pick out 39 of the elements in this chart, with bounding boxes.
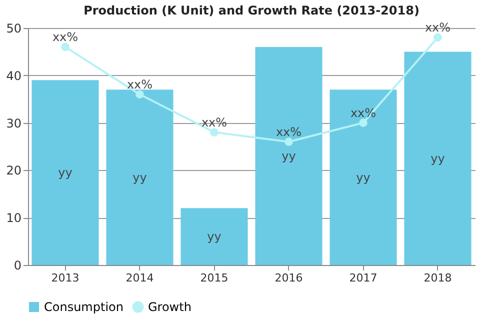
x-tick-label: 2013 <box>51 272 80 284</box>
data-label: xx% <box>350 106 376 120</box>
x-tick-label: 2018 <box>424 272 452 284</box>
y-tick-label: 50 <box>6 22 22 36</box>
x-tick-label: 2016 <box>274 272 303 284</box>
bar <box>180 208 248 265</box>
data-label: xx% <box>52 30 78 44</box>
bar <box>330 90 397 265</box>
y-tick-label: 30 <box>6 116 22 130</box>
legend-label: Consumption <box>44 300 124 314</box>
x-tick-label: 2017 <box>349 272 378 284</box>
chart-title: Production (K Unit) and Growth Rate (2013-2018) <box>84 3 420 18</box>
point <box>210 128 218 136</box>
y-tick-label: 20 <box>6 164 22 178</box>
data-label: xx% <box>276 124 302 139</box>
point <box>284 138 293 146</box>
data-label: yy <box>282 148 296 163</box>
bar <box>32 80 99 265</box>
legend-label: Growth <box>148 300 192 314</box>
y-tick-label: 0 <box>14 258 22 272</box>
data-label: xx% <box>201 115 228 130</box>
x-tick-label: 2015 <box>200 272 228 284</box>
data-label: xx% <box>126 77 153 92</box>
point <box>359 118 368 127</box>
point <box>136 90 144 99</box>
data-label: yy <box>356 170 370 184</box>
data-label: xx% <box>424 20 451 34</box>
data-label: yy <box>430 151 445 166</box>
point <box>61 42 70 52</box>
bar <box>255 46 322 265</box>
data-label: yy <box>207 230 222 244</box>
y-tick-label: 40 <box>6 68 22 83</box>
point <box>434 33 442 42</box>
bar <box>106 90 174 265</box>
bar <box>404 52 472 265</box>
data-label: yy <box>132 170 147 184</box>
y-tick-label: 10 <box>6 211 22 226</box>
data-label: yy <box>58 166 72 180</box>
x-tick-label: 2014 <box>126 272 154 284</box>
